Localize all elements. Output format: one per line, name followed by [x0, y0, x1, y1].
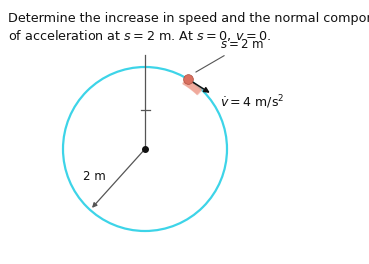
Polygon shape — [194, 87, 199, 93]
Text: Determine the increase in speed and the normal component: Determine the increase in speed and the … — [8, 12, 369, 25]
Polygon shape — [194, 86, 199, 92]
Polygon shape — [189, 82, 193, 88]
Polygon shape — [190, 83, 194, 89]
Text: 2 m: 2 m — [83, 170, 106, 183]
Polygon shape — [192, 85, 197, 91]
Polygon shape — [186, 80, 190, 86]
Polygon shape — [187, 81, 191, 87]
Polygon shape — [183, 78, 187, 84]
Text: $\dot{v} = 4$ m/s$^{2}$: $\dot{v} = 4$ m/s$^{2}$ — [220, 93, 284, 111]
Text: $s = 2$ m: $s = 2$ m — [196, 39, 265, 72]
Polygon shape — [186, 80, 190, 86]
Polygon shape — [191, 84, 195, 89]
Polygon shape — [183, 78, 187, 84]
Polygon shape — [195, 88, 200, 93]
Polygon shape — [184, 79, 188, 85]
Polygon shape — [187, 81, 192, 87]
Polygon shape — [197, 89, 202, 95]
Polygon shape — [189, 82, 193, 88]
Polygon shape — [192, 84, 196, 90]
Polygon shape — [196, 88, 200, 93]
Polygon shape — [191, 84, 196, 90]
Polygon shape — [193, 86, 197, 91]
Polygon shape — [186, 81, 191, 86]
Polygon shape — [188, 82, 192, 87]
Polygon shape — [196, 89, 201, 94]
Polygon shape — [190, 83, 194, 88]
Polygon shape — [193, 86, 198, 91]
Polygon shape — [185, 79, 189, 85]
Text: of acceleration at $s = 2$ m. At $s = 0$, $v = 0$.: of acceleration at $s = 2$ m. At $s = 0$… — [8, 28, 271, 43]
Polygon shape — [184, 79, 188, 85]
Polygon shape — [194, 87, 199, 92]
Polygon shape — [196, 89, 201, 94]
